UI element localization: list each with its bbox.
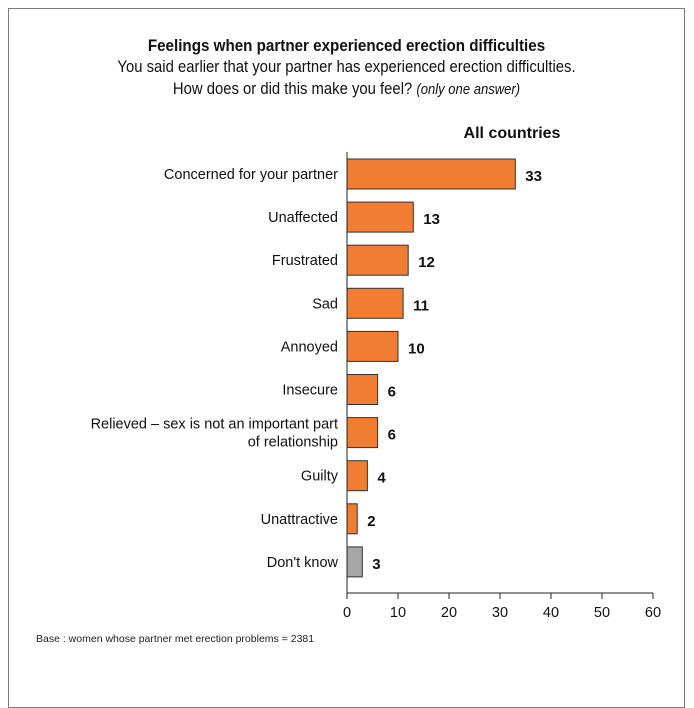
chart-header: Feelings when partner experienced erecti… [8, 36, 685, 101]
value-label-2: 12 [418, 254, 435, 271]
bar-5 [346, 374, 379, 405]
chart-title: Feelings when partner experienced erecti… [147, 37, 546, 55]
category-label-5: Insecure [282, 383, 338, 399]
category-label-4: Annoyed [281, 339, 338, 355]
category-label-6: Relieved – sex is not an important part o… [91, 417, 338, 451]
value-label-4: 10 [408, 340, 425, 357]
chart-question-note: (only one answer) [416, 82, 521, 98]
value-label-9: 3 [372, 556, 380, 573]
x-tick-label-6: 60 [645, 605, 661, 621]
bar-4 [346, 330, 399, 362]
value-label-7: 4 [377, 470, 386, 487]
bar-3 [346, 287, 404, 319]
bar-1 [346, 201, 414, 233]
category-label-1: Unaffected [268, 210, 338, 226]
bar-0 [346, 158, 516, 190]
bar-2 [346, 244, 409, 276]
x-tick-label-0: 0 [343, 605, 351, 621]
x-tick-label-2: 20 [441, 605, 457, 621]
value-label-1: 13 [423, 211, 440, 228]
x-tick-label-4: 40 [543, 605, 559, 621]
x-tick-label-1: 10 [390, 605, 406, 621]
series-label: All countries [464, 125, 561, 142]
bar-8 [346, 503, 358, 535]
chart-subtitle-line-1: You said earlier that your partner has e… [117, 58, 576, 76]
category-label-0: Concerned for your partner [164, 167, 338, 183]
value-label-3: 11 [413, 297, 429, 314]
x-tick-label-3: 30 [492, 605, 508, 621]
category-label-2: Frustrated [272, 253, 338, 269]
value-label-5: 6 [388, 384, 396, 401]
category-label-9: Don't know [267, 555, 339, 571]
x-tick-label-5: 50 [594, 605, 610, 621]
bar-9 [346, 546, 363, 578]
category-label-8: Unattractive [261, 512, 338, 528]
base-footnote: Base : women whose partner met erection … [36, 633, 315, 645]
chart-subtitle-line-2: How does or did this make you feel? (onl… [42, 78, 651, 101]
bar-6 [346, 417, 379, 449]
value-label-8: 2 [367, 513, 375, 530]
bar-7 [346, 460, 368, 492]
value-label-0: 33 [525, 168, 542, 185]
chart-question: How does or did this make you feel? [172, 80, 413, 98]
value-label-6: 6 [388, 427, 396, 444]
category-label-3: Sad [312, 296, 338, 312]
category-label-7: Guilty [301, 469, 339, 485]
